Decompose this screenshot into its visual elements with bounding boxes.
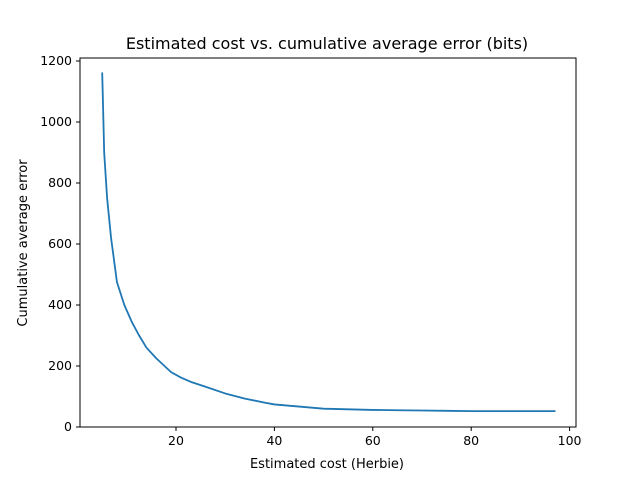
y-tick-label: 400: [48, 297, 72, 312]
y-axis-label: Cumulative average error: [16, 159, 31, 327]
y-tick-label: 600: [48, 236, 72, 251]
x-tick-label: 100: [558, 433, 582, 448]
x-tick-label: 80: [463, 433, 479, 448]
x-axis-label: Estimated cost (Herbie): [250, 457, 404, 472]
y-tick-label: 200: [48, 358, 72, 373]
y-tick-label: 1200: [40, 53, 72, 68]
series-line-0: [101, 72, 556, 413]
y-tick-label: 800: [48, 175, 72, 190]
x-tick-label: 20: [168, 433, 184, 448]
y-tick-label: 0: [64, 419, 72, 434]
x-tick-label: 60: [365, 433, 381, 448]
axes-layer: [79, 57, 577, 428]
chart-title: Estimated cost vs. cumulative average er…: [126, 34, 528, 53]
series-layer: [101, 72, 556, 413]
axes-frame: [79, 57, 577, 428]
y-tick-label: 1000: [40, 114, 72, 129]
x-tick-label: 40: [266, 433, 282, 448]
